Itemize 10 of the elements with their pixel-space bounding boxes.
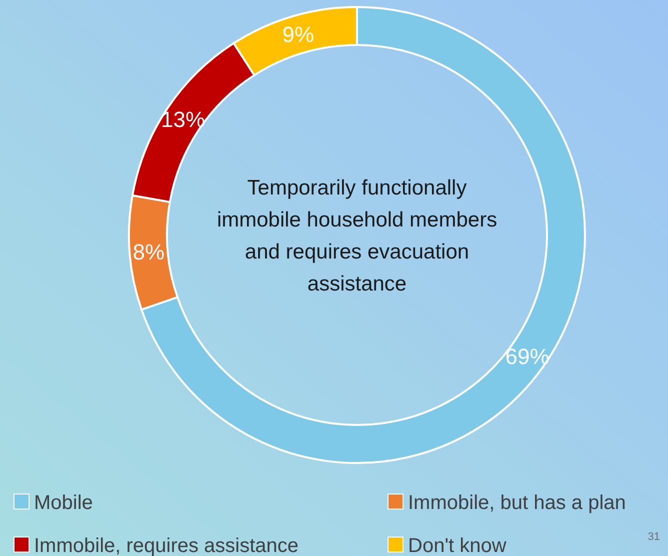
text: Temporarily functionally immobile household members and requires evacuation assistance <box>216 176 498 296</box>
legend-label: Mobile <box>34 492 93 514</box>
data-label: 8% <box>132 239 165 264</box>
text: 31 <box>648 531 660 543</box>
data-label: 69% <box>505 344 550 369</box>
legend-label: Don't know <box>408 535 507 556</box>
legend-label: Immobile, but has a plan <box>408 492 626 514</box>
legend-label: Immobile, requires assistance <box>34 535 299 556</box>
data-label: 9% <box>282 22 314 48</box>
data-label: 13% <box>160 106 206 132</box>
